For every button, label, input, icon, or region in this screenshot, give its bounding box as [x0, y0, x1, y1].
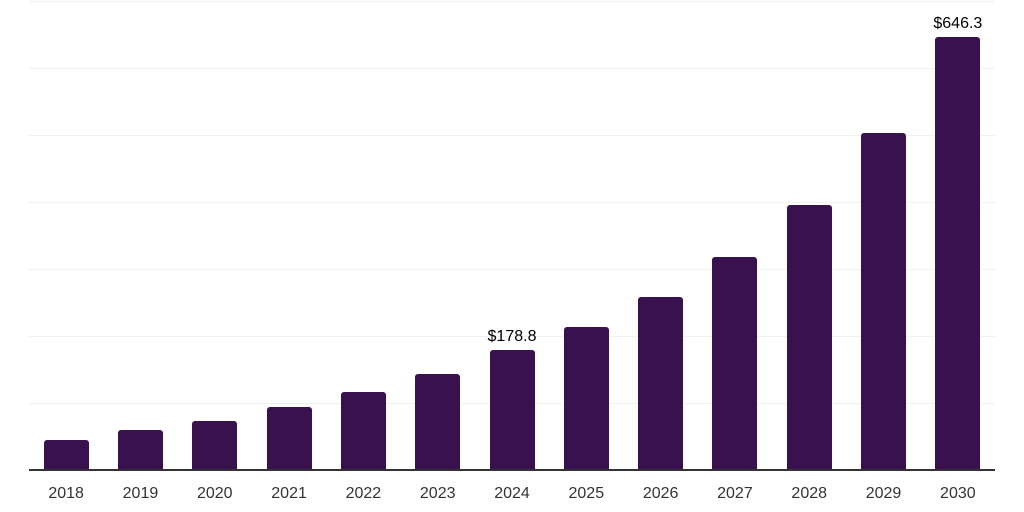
gridline-200 [29, 336, 995, 337]
x-tick-label-2018: 2018 [48, 485, 84, 502]
gridline-300 [29, 269, 995, 270]
bar-2028[interactable] [787, 205, 832, 470]
gridline-700 [29, 1, 995, 2]
x-tick-label-2020: 2020 [196, 485, 233, 502]
bar-2019[interactable] [118, 430, 163, 470]
bar-2024[interactable] [490, 350, 535, 470]
x-tick-label-2024: 2024 [494, 485, 530, 502]
x-tick-label-2026: 2026 [642, 485, 679, 502]
bar-2025[interactable] [564, 327, 609, 470]
bar-2026[interactable] [638, 297, 683, 470]
bar-value-label-2024: $178.8 [487, 328, 537, 345]
x-tick-label-2029: 2029 [865, 485, 902, 502]
x-tick-label-2022: 2022 [345, 485, 382, 502]
bar-value-label-2030: $646.3 [933, 15, 983, 32]
bar-2023[interactable] [415, 374, 460, 470]
x-tick-label-2027: 2027 [717, 485, 753, 502]
gridline-500 [29, 135, 995, 136]
bar-2018[interactable] [44, 440, 89, 470]
bar-2027[interactable] [712, 257, 757, 470]
x-tick-label-2028: 2028 [791, 485, 828, 502]
bar-2030[interactable] [935, 37, 980, 470]
x-tick-label-2025: 2025 [568, 485, 605, 502]
x-tick-label-2019: 2019 [122, 485, 159, 502]
bar-2020[interactable] [192, 421, 237, 470]
x-tick-label-2021: 2021 [271, 485, 307, 502]
x-axis-line [29, 469, 995, 471]
gridline-600 [29, 68, 995, 69]
gridline-400 [29, 202, 995, 203]
bar-2029[interactable] [861, 133, 906, 470]
bar-2021[interactable] [267, 407, 312, 470]
x-tick-label-2030: 2030 [940, 485, 976, 502]
x-tick-label-2023: 2023 [419, 485, 456, 502]
bar-2022[interactable] [341, 392, 386, 470]
